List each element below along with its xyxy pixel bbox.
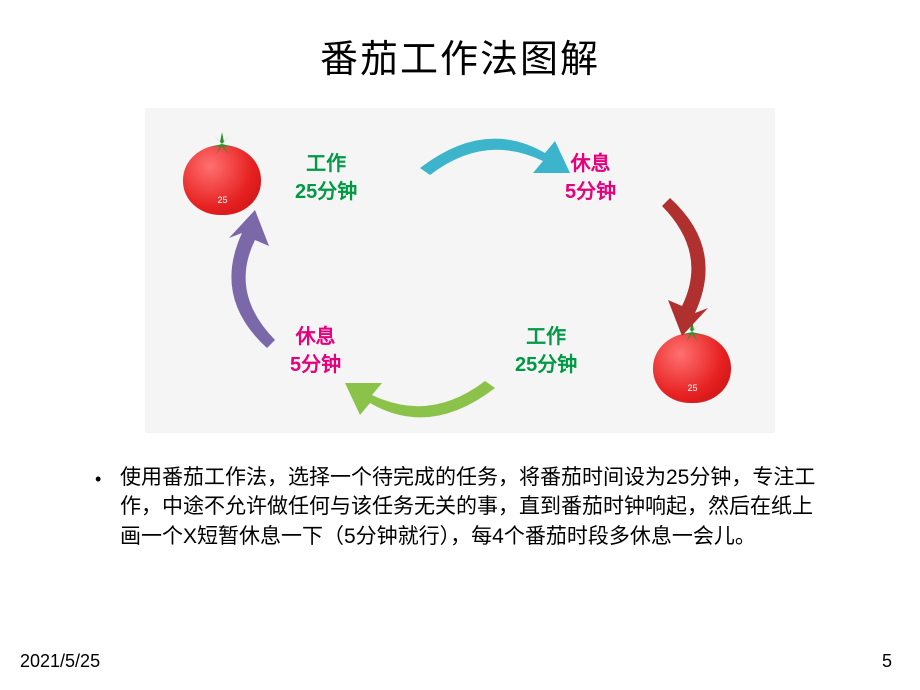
- arrow-top-icon: [405, 123, 575, 183]
- pomodoro-diagram: 25 25 工作 25分钟 休息 5分钟 工作 25分钟 休息 5分钟: [145, 108, 775, 433]
- label-text: 工作: [526, 326, 566, 348]
- label-work-bottom: 工作 25分钟: [515, 323, 577, 379]
- tomato-minutes: 25: [217, 195, 227, 205]
- label-text: 休息: [571, 153, 611, 175]
- tomato-minutes: 25: [687, 383, 697, 393]
- label-rest-bottom: 休息 5分钟: [290, 323, 341, 379]
- label-text: 25分钟: [295, 181, 357, 203]
- label-work-top: 工作 25分钟: [295, 150, 357, 206]
- label-text: 休息: [296, 326, 336, 348]
- label-text: 5分钟: [290, 354, 341, 376]
- label-text: 5分钟: [565, 181, 616, 203]
- footer-date: 2021/5/25: [20, 651, 100, 672]
- tomato-icon-top: 25: [180, 130, 265, 215]
- label-text: 工作: [306, 153, 346, 175]
- tomato-leaf-icon: [202, 132, 242, 157]
- arrow-left-icon: [207, 208, 287, 358]
- description-block: • 使用番茄工作法，选择一个待完成的任务，将番茄时间设为25分钟，专注工作，中途…: [120, 463, 830, 551]
- label-rest-top: 休息 5分钟: [565, 150, 616, 206]
- bullet-icon: •: [95, 469, 101, 490]
- label-text: 25分钟: [515, 354, 577, 376]
- arrow-bottom-icon: [340, 373, 510, 433]
- footer-page-number: 5: [882, 651, 892, 672]
- arrow-right-icon: [650, 188, 730, 338]
- description-text: 使用番茄工作法，选择一个待完成的任务，将番茄时间设为25分钟，专注工作，中途不允…: [120, 463, 830, 551]
- slide-title: 番茄工作法图解: [0, 0, 920, 83]
